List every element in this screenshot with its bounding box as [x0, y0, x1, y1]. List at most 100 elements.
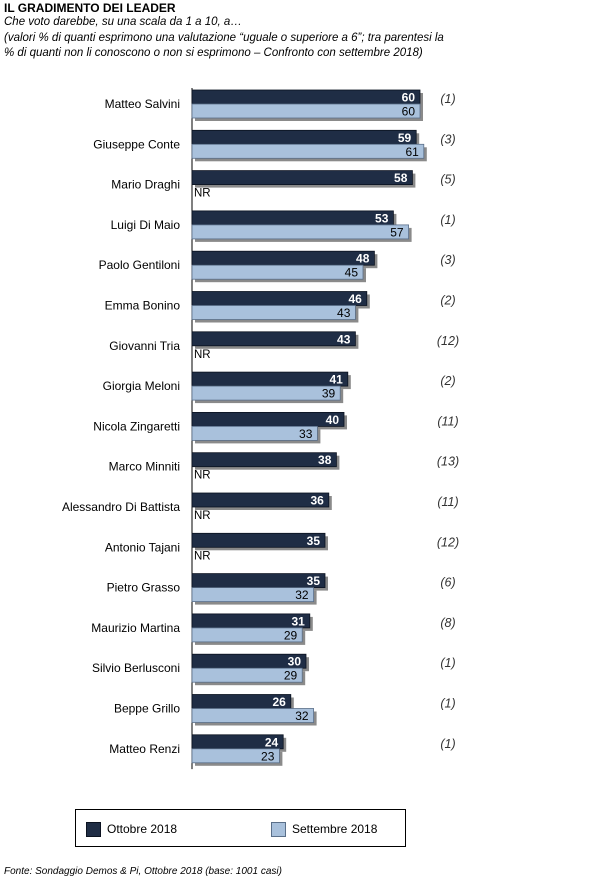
data-label-ottobre-giuseppe-conte: 59 — [398, 131, 412, 145]
chart-subtitle-line-2: (valori % di quanti esprimono una valuta… — [4, 32, 444, 44]
data-label-ottobre-emma-bonino: 46 — [348, 292, 362, 306]
bar-ottobre-marco-minniti — [191, 452, 337, 468]
annotation-luigi-di-maio: (1) — [440, 213, 455, 227]
annotation-silvio-berlusconi: (1) — [440, 656, 455, 670]
chart-subtitle-line-3: % di quanti non li conoscono o non si es… — [4, 47, 423, 59]
category-label-giuseppe-conte: Giuseppe Conte — [93, 137, 180, 151]
data-label-ottobre-matteo-renzi: 24 — [265, 735, 279, 749]
annotation-matteo-salvini: (1) — [440, 92, 455, 106]
data-label-ottobre-matteo-salvini: 60 — [402, 91, 416, 105]
annotation-marco-minniti: (13) — [437, 455, 459, 469]
bar-ottobre-emma-bonino — [191, 291, 368, 306]
data-label-settembre-emma-bonino: 43 — [337, 306, 351, 320]
bar-ottobre-antonio-tajani — [191, 532, 326, 548]
category-label-matteo-salvini: Matteo Salvini — [105, 97, 180, 111]
category-label-pietro-grasso: Pietro Grasso — [107, 581, 181, 595]
category-label-beppe-grillo: Beppe Grillo — [114, 702, 180, 716]
annotation-beppe-grillo: (1) — [440, 697, 455, 711]
category-label-luigi-di-maio: Luigi Di Maio — [111, 218, 181, 232]
category-label-alessandro-di-battista: Alessandro Di Battista — [62, 500, 180, 514]
annotation-paolo-gentiloni: (3) — [440, 253, 455, 267]
data-label-settembre-matteo-salvini: 60 — [402, 105, 416, 119]
data-label-settembre-giorgia-meloni: 39 — [322, 387, 336, 401]
category-label-antonio-tajani: Antonio Tajani — [105, 540, 180, 554]
legend-label-settembre: Settembre 2018 — [292, 822, 378, 836]
bar-ottobre-matteo-salvini — [191, 89, 421, 105]
chart-subtitle-line-1: Che voto darebbe, su una scala da 1 a 10… — [4, 16, 242, 28]
category-label-giovanni-tria: Giovanni Tria — [109, 339, 180, 353]
category-label-paolo-gentiloni: Paolo Gentiloni — [99, 258, 180, 272]
bar-settembre-pietro-grasso — [191, 587, 314, 602]
bar-ottobre-pietro-grasso — [191, 573, 326, 588]
bar-settembre-emma-bonino — [191, 305, 356, 320]
annotation-mario-draghi: (5) — [440, 173, 455, 187]
annotation-giorgia-meloni: (2) — [440, 374, 455, 388]
category-label-nicola-zingaretti: Nicola Zingaretti — [93, 419, 180, 433]
category-label-giorgia-meloni: Giorgia Meloni — [103, 379, 180, 393]
data-label-settembre-giuseppe-conte: 61 — [405, 145, 419, 159]
annotation-giuseppe-conte: (3) — [440, 132, 455, 146]
data-label-settembre-silvio-berlusconi: 29 — [284, 669, 298, 683]
data-label-ottobre-beppe-grillo: 26 — [272, 695, 286, 709]
category-label-matteo-renzi: Matteo Renzi — [109, 742, 180, 756]
legend-swatch-settembre — [271, 822, 286, 837]
bar-settembre-matteo-renzi — [191, 748, 280, 764]
bar-settembre-maurizio-martina — [191, 627, 303, 643]
bar-ottobre-giorgia-meloni — [191, 371, 349, 387]
data-label-settembre-matteo-renzi: 23 — [261, 749, 275, 763]
category-label-silvio-berlusconi: Silvio Berlusconi — [92, 661, 180, 675]
data-label-ottobre-silvio-berlusconi: 30 — [288, 655, 302, 669]
legend: Ottobre 2018 Settembre 2018 — [75, 809, 406, 847]
data-label-ottobre-luigi-di-maio: 53 — [375, 211, 389, 225]
bar-ottobre-mario-draghi — [191, 170, 413, 186]
annotation-alessandro-di-battista: (11) — [437, 495, 458, 509]
annotation-nicola-zingaretti: (11) — [437, 414, 458, 428]
data-label-settembre-paolo-gentiloni: 45 — [345, 266, 359, 280]
bar-settembre-silvio-berlusconi — [191, 667, 303, 683]
data-label-ottobre-mario-draghi: 58 — [394, 171, 408, 185]
missing-label-settembre-antonio-tajani: NR — [194, 550, 211, 562]
missing-label-settembre-giovanni-tria: NR — [194, 349, 211, 361]
data-label-settembre-beppe-grillo: 32 — [295, 709, 309, 723]
data-label-ottobre-paolo-gentiloni: 48 — [356, 252, 370, 266]
data-label-settembre-pietro-grasso: 32 — [295, 588, 309, 602]
annotation-maurizio-martina: (8) — [440, 616, 455, 630]
data-label-ottobre-maurizio-martina: 31 — [291, 614, 305, 628]
data-label-ottobre-alessandro-di-battista: 36 — [310, 494, 324, 508]
bar-settembre-matteo-salvini — [191, 103, 421, 119]
category-label-marco-minniti: Marco Minniti — [109, 460, 180, 474]
missing-label-settembre-alessandro-di-battista: NR — [194, 510, 211, 522]
bar-ottobre-nicola-zingaretti — [191, 411, 345, 427]
legend-swatch-ottobre — [86, 822, 101, 837]
data-label-ottobre-antonio-tajani: 35 — [307, 534, 321, 548]
annotation-pietro-grasso: (6) — [440, 576, 455, 590]
annotation-giovanni-tria: (12) — [437, 334, 459, 348]
bar-settembre-paolo-gentiloni — [191, 264, 364, 280]
data-label-ottobre-pietro-grasso: 35 — [307, 574, 321, 588]
bar-settembre-luigi-di-maio — [191, 224, 410, 240]
bar-settembre-giorgia-meloni — [191, 385, 341, 401]
category-label-emma-bonino: Emma Bonino — [105, 299, 181, 313]
data-label-ottobre-giorgia-meloni: 41 — [329, 373, 343, 387]
bar-ottobre-alessandro-di-battista — [191, 492, 330, 508]
category-label-mario-draghi: Mario Draghi — [111, 178, 180, 192]
missing-label-settembre-mario-draghi: NR — [194, 188, 211, 200]
bar-ottobre-luigi-di-maio — [191, 210, 394, 226]
bar-settembre-giuseppe-conte — [191, 143, 425, 159]
chart-title: IL GRADIMENTO DEI LEADER — [4, 1, 176, 15]
data-label-ottobre-giovanni-tria: 43 — [337, 332, 351, 346]
missing-label-settembre-marco-minniti: NR — [194, 470, 211, 482]
bar-ottobre-paolo-gentiloni — [191, 250, 375, 266]
chart-footer-source: Fonte: Sondaggio Demos & Pi, Ottobre 201… — [4, 866, 282, 877]
data-label-settembre-luigi-di-maio: 57 — [390, 225, 404, 239]
bar-settembre-nicola-zingaretti — [191, 425, 318, 441]
annotation-emma-bonino: (2) — [440, 294, 455, 308]
category-label-maurizio-martina: Maurizio Martina — [91, 621, 180, 635]
bar-ottobre-giovanni-tria — [191, 331, 356, 347]
data-label-ottobre-nicola-zingaretti: 40 — [326, 413, 340, 427]
data-label-settembre-maurizio-martina: 29 — [284, 628, 298, 642]
annotation-matteo-renzi: (1) — [440, 737, 455, 751]
legend-label-ottobre: Ottobre 2018 — [107, 822, 178, 836]
data-label-ottobre-marco-minniti: 38 — [318, 453, 332, 467]
